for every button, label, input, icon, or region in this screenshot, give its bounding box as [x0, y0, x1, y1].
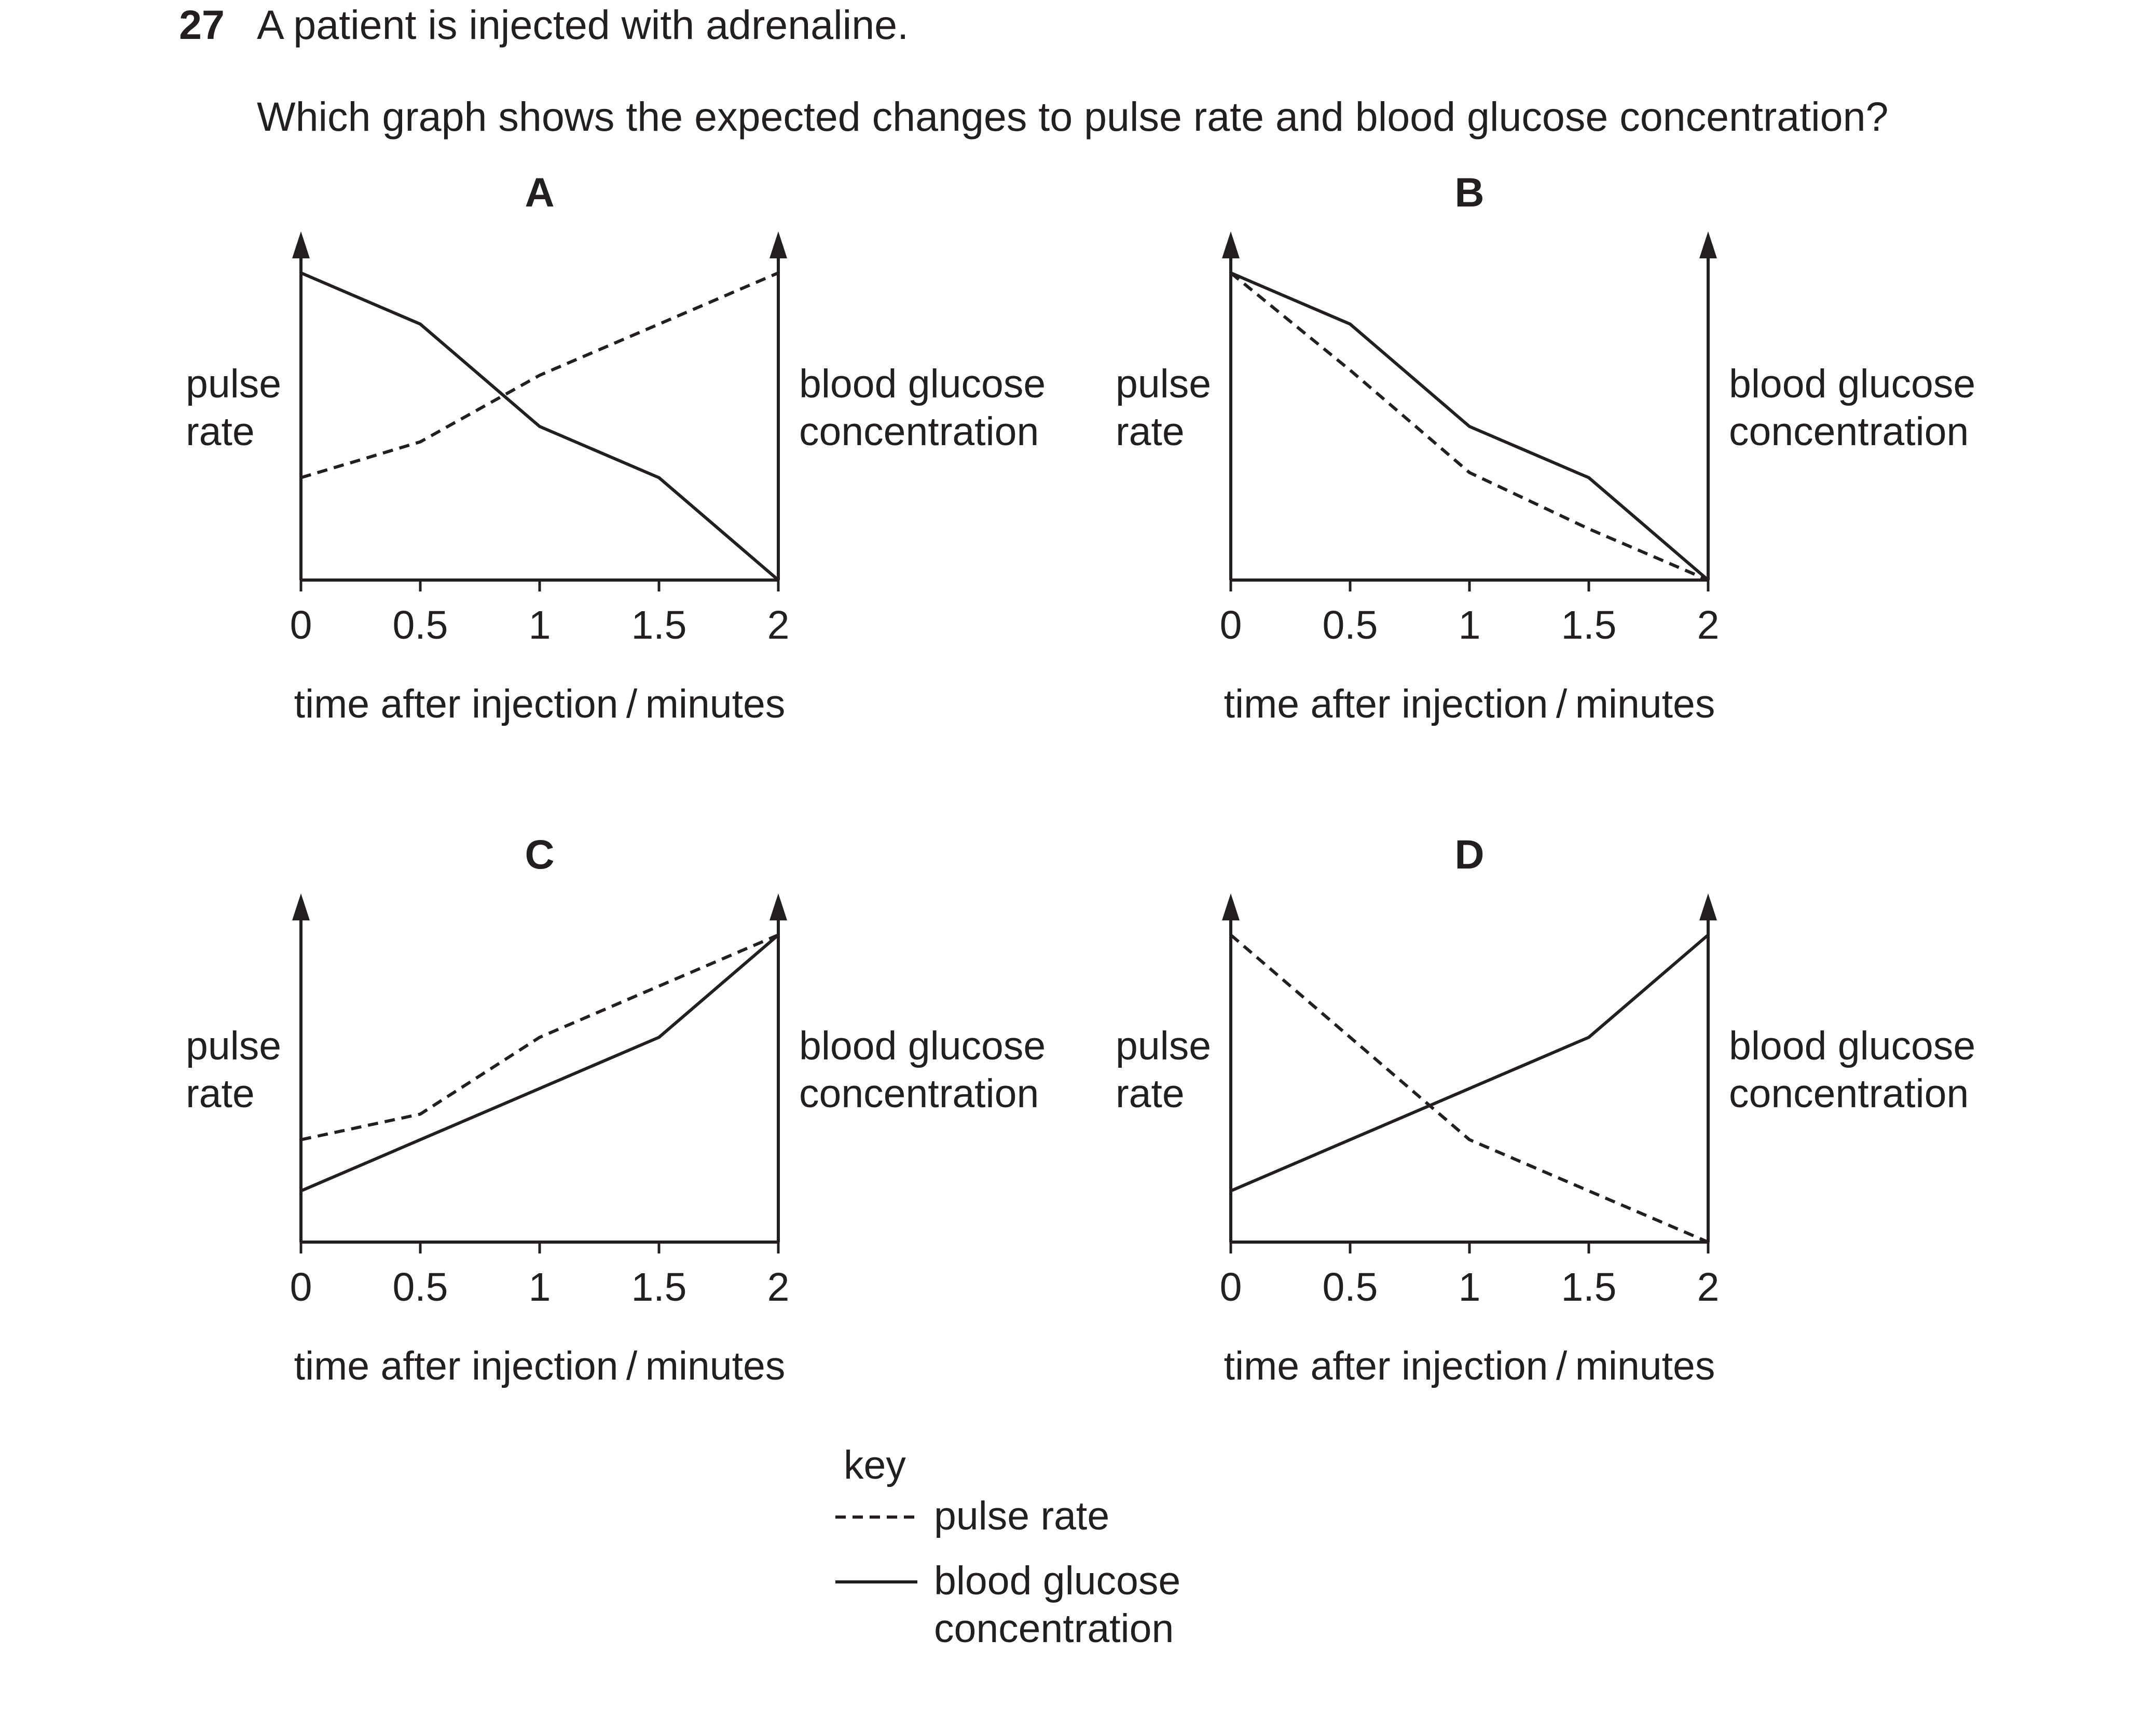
- x-tick-label: 2: [767, 603, 790, 647]
- chart-title: B: [1454, 169, 1484, 215]
- key-legend: key pulse rate blood glucose concentrati…: [835, 1443, 1180, 1651]
- right-axis-label-line2: concentration: [799, 1071, 1039, 1116]
- x-tick-label: 0: [290, 603, 312, 647]
- blood-glucose-line: [300, 271, 779, 582]
- blood-glucose-line: [300, 933, 779, 1193]
- x-tick-label: 2: [767, 1265, 790, 1310]
- chart-title: D: [1454, 831, 1484, 877]
- key-solid-label-line2: concentration: [934, 1606, 1174, 1651]
- right-axis-arrowhead: [769, 893, 787, 920]
- left-axis-label-line2: rate: [1116, 409, 1185, 454]
- x-tick-label: 0: [290, 1265, 312, 1310]
- x-tick-label: 1.5: [631, 603, 686, 647]
- right-axis-arrowhead: [1699, 893, 1717, 920]
- blood-glucose-line: [1230, 933, 1709, 1193]
- x-tick-label: 0: [1220, 603, 1242, 647]
- x-axis-label: time after injection / minutes: [1224, 682, 1715, 726]
- right-axis-label-line1: blood glucose: [799, 362, 1046, 406]
- chart-title: A: [525, 169, 554, 215]
- x-tick-label: 0.5: [392, 1265, 448, 1310]
- x-axis-label: time after injection / minutes: [294, 682, 786, 726]
- x-tick-label: 0.5: [392, 603, 448, 647]
- x-tick-label: 2: [1697, 1265, 1720, 1310]
- question-prompt: Which graph shows the expected changes t…: [257, 93, 1889, 140]
- right-axis-label-line1: blood glucose: [1729, 1024, 1975, 1068]
- blood-glucose-line: [1230, 271, 1709, 582]
- x-tick-label: 1: [529, 1265, 551, 1310]
- left-axis-arrowhead: [1222, 231, 1240, 258]
- x-tick-label: 1.5: [631, 1265, 686, 1310]
- pulse-rate-line: [300, 933, 779, 1141]
- x-tick-label: 1: [1459, 603, 1481, 647]
- right-axis-arrowhead: [769, 231, 787, 258]
- left-axis-arrowhead: [292, 893, 310, 920]
- x-tick-label: 0.5: [1322, 1265, 1378, 1310]
- left-axis-label-line2: rate: [1116, 1071, 1185, 1116]
- pulse-rate-line: [1230, 933, 1709, 1244]
- left-axis-arrowhead: [1222, 893, 1240, 920]
- x-tick-label: 1.5: [1561, 603, 1616, 647]
- left-axis-label-line2: rate: [186, 409, 255, 454]
- x-tick-label: 1: [529, 603, 551, 647]
- question-stem: A patient is injected with adrenaline.: [257, 2, 909, 48]
- x-tick-label: 0.5: [1322, 603, 1378, 647]
- x-tick-label: 0: [1220, 1265, 1242, 1310]
- key-title: key: [844, 1443, 906, 1487]
- left-axis-label-line1: pulse: [1116, 1024, 1211, 1068]
- x-axis-label: time after injection / minutes: [1224, 1344, 1715, 1388]
- right-axis-label-line2: concentration: [799, 409, 1039, 454]
- left-axis-label-line1: pulse: [1116, 362, 1211, 406]
- key-dashed-label: pulse rate: [934, 1494, 1109, 1538]
- right-axis-label-line2: concentration: [1729, 1071, 1969, 1116]
- left-axis-arrowhead: [292, 231, 310, 258]
- left-axis-label-line1: pulse: [186, 362, 281, 406]
- question-number: 27: [179, 2, 225, 48]
- right-axis-arrowhead: [1699, 231, 1717, 258]
- left-axis-label-line2: rate: [186, 1071, 255, 1116]
- pulse-rate-line: [300, 271, 779, 479]
- key-solid-label-line1: blood glucose: [934, 1559, 1180, 1603]
- chart-title: C: [525, 831, 554, 877]
- x-tick-label: 1.5: [1561, 1265, 1616, 1310]
- x-axis-label: time after injection / minutes: [294, 1344, 786, 1388]
- x-tick-label: 1: [1459, 1265, 1481, 1310]
- right-axis-label-line1: blood glucose: [1729, 362, 1975, 406]
- x-tick-label: 2: [1697, 603, 1720, 647]
- right-axis-label-line1: blood glucose: [799, 1024, 1046, 1068]
- right-axis-label-line2: concentration: [1729, 409, 1969, 454]
- pulse-rate-line: [1230, 271, 1709, 582]
- left-axis-label-line1: pulse: [186, 1024, 281, 1068]
